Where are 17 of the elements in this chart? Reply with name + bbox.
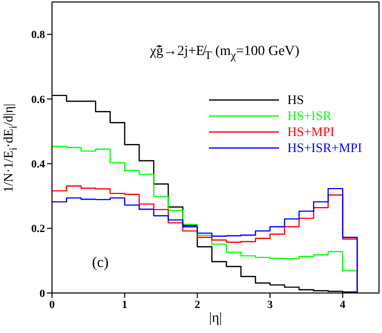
x-tick-label: 3 [267,298,274,311]
text: χ̃g̃→2j+E̸$_{T}$ (m$_{χ}$=100 GeV) [150,44,300,62]
text: HS+ISR+MPI [287,140,362,156]
y-tick-label: 0.4 [31,158,46,171]
x-tick-label: 4 [340,298,346,311]
text: HS [287,92,304,108]
x-axis-title: |η| [208,311,223,327]
text: HS+MPI [287,124,334,140]
text: HS+ISR [287,108,332,124]
x-tick-label: 2 [194,298,201,311]
annotation: (c) [92,255,109,271]
y-tick-label: 0.6 [31,94,46,106]
y-tick-label: 0.8 [31,29,46,42]
x-tick-label: 0 [49,298,56,311]
y-tick-label: 0 [40,288,46,300]
x-tick-label: 1 [122,298,128,311]
y-tick-label: 0.2 [31,223,46,236]
